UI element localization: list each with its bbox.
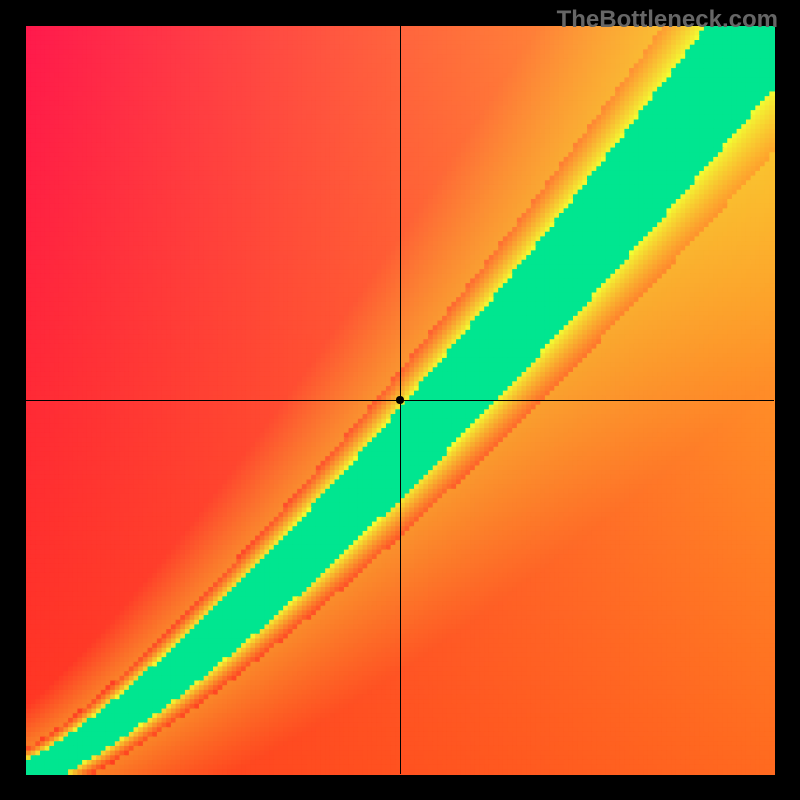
- source-watermark: TheBottleneck.com: [557, 6, 778, 34]
- bottleneck-heatmap-canvas: [0, 0, 800, 800]
- chart-root: TheBottleneck.com: [0, 0, 800, 800]
